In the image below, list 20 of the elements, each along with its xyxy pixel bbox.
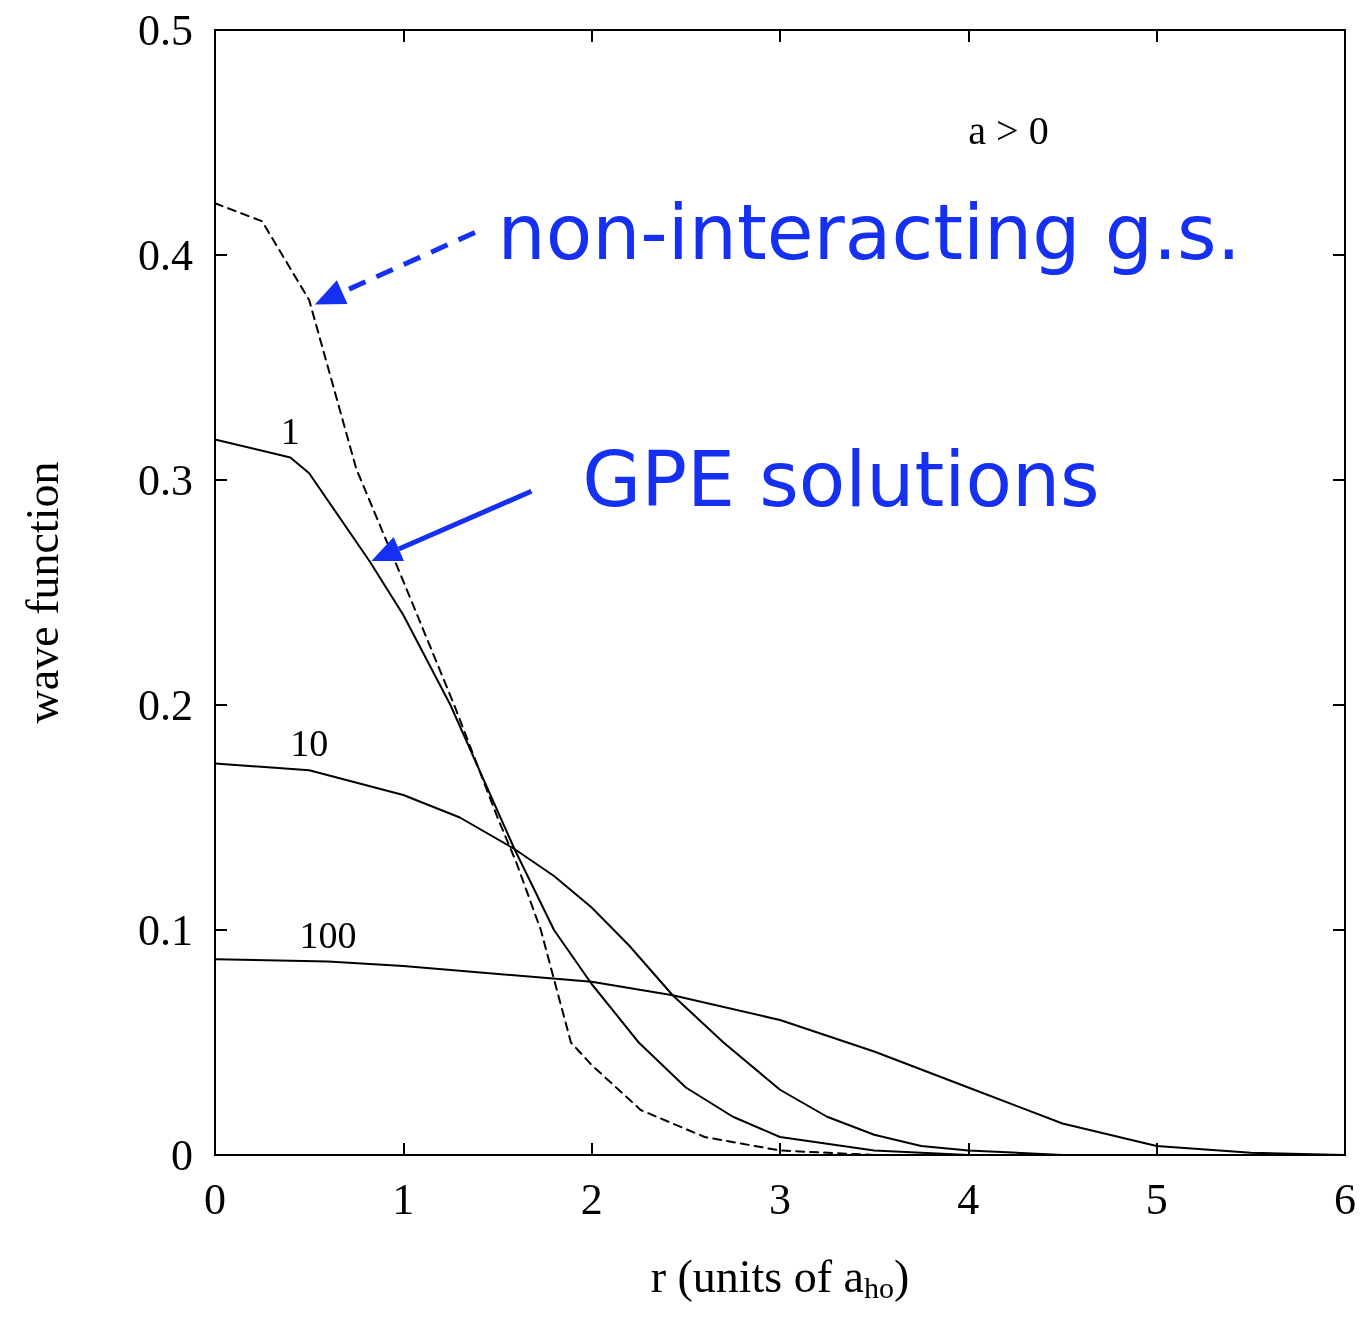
series-label: 1 [280,409,300,452]
x-tick-label: 0 [204,1174,226,1224]
annotation: non-interacting g.s. [497,187,1241,277]
y-tick-label: 0 [171,1130,193,1180]
annotation: GPE solutions [582,435,1100,524]
y-tick-label: 0.2 [138,680,193,730]
y-tick-label: 0.4 [138,230,193,280]
annotation: a > 0 [968,108,1049,154]
y-tick-label: 0.3 [138,455,193,505]
series-label: 10 [290,722,329,765]
series-label: 100 [299,913,357,956]
x-tick-label: 5 [1145,1174,1168,1224]
x-tick-label: 3 [769,1174,791,1224]
x-tick-label: 6 [1334,1174,1356,1224]
x-tick-label: 1 [392,1174,415,1224]
x-tick-label: 2 [580,1174,603,1224]
x-tick-label: 4 [957,1174,980,1224]
y-tick-label: 0.5 [138,5,193,55]
y-axis-title: wave function [16,461,68,724]
y-tick-label: 0.1 [138,905,193,955]
